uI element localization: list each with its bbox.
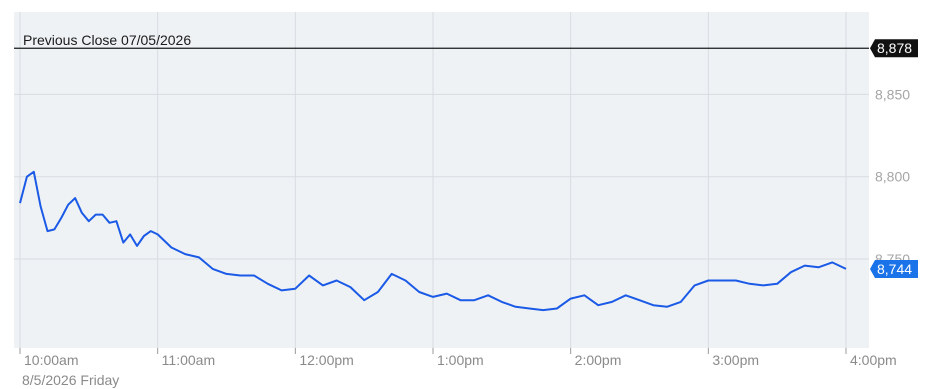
x-tick-label: 12:00pm — [299, 352, 353, 368]
plot-background — [14, 12, 869, 348]
session-date-label: 8/5/2026 Friday — [22, 372, 119, 388]
previous-close-label: Previous Close 07/05/2026 — [23, 32, 191, 48]
x-tick-label: 2:00pm — [575, 352, 622, 368]
x-tick-label: 4:00pm — [850, 352, 897, 368]
x-tick-label: 10:00am — [24, 352, 78, 368]
x-tick-label: 1:00pm — [437, 352, 484, 368]
x-axis-ticks: 10:00am 11:00am 12:00pm 1:00pm 2:00pm 3:00pm 4… — [20, 348, 897, 368]
previous-close-badge: 8,878 — [870, 39, 918, 57]
previous-close-value: 8,878 — [877, 40, 912, 56]
last-price-value: 8,744 — [877, 261, 912, 277]
y-tick-label: 8,800 — [875, 169, 910, 185]
x-tick-label: 3:00pm — [712, 352, 759, 368]
y-tick-label: 8,850 — [875, 86, 910, 102]
x-tick-label: 11:00am — [162, 352, 215, 368]
last-price-badge: 8,744 — [870, 260, 918, 278]
